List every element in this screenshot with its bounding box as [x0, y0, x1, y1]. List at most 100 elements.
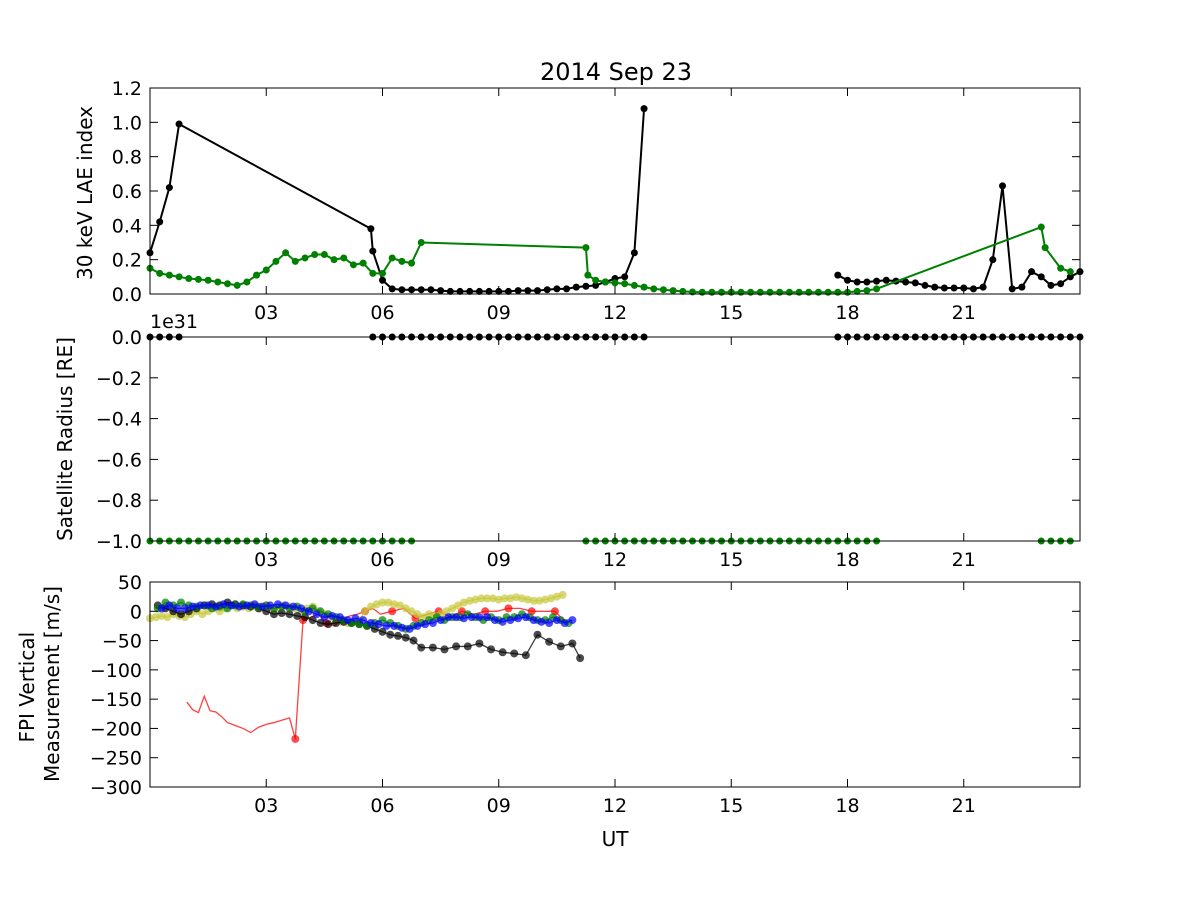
plot-frame-top — [149, 87, 1081, 295]
x-tick-label-bottom: 09 — [487, 795, 511, 817]
lae-point — [630, 281, 638, 289]
lae-point — [921, 281, 929, 289]
y-tick-label-bottom: −100 — [90, 660, 142, 682]
lae-point — [369, 269, 377, 277]
fpi-point — [477, 594, 486, 603]
fpi-point — [521, 613, 530, 622]
lae-point — [446, 287, 454, 295]
fpi-point — [173, 604, 182, 613]
lae-point — [611, 279, 619, 287]
lae-point — [640, 283, 648, 291]
lae-point — [369, 247, 377, 255]
lae-point — [485, 287, 493, 295]
ylabel-bottom: FPI Vertical Measurement [m/s] — [15, 586, 64, 782]
fpi-point — [498, 617, 507, 626]
fpi-point — [413, 621, 422, 630]
y-tick-label-middle: −1.0 — [96, 531, 142, 553]
y-tick-label-bottom: −300 — [90, 777, 142, 799]
fpi-point — [537, 617, 546, 626]
lae-point — [969, 285, 977, 293]
fpi-point — [304, 607, 313, 616]
fpi-point — [483, 613, 492, 622]
lae-point — [582, 282, 590, 290]
fpi-point — [324, 620, 333, 629]
lae-point — [863, 278, 871, 286]
fpi-point — [378, 598, 387, 607]
ylabel-middle: Satellite Radius [RE] — [53, 337, 77, 541]
fpi-point — [421, 620, 430, 629]
fpi-point — [328, 611, 337, 620]
lae-point — [224, 280, 231, 288]
fpi-point — [576, 654, 585, 663]
lae-point — [563, 285, 571, 293]
panel-fpi-vertical: −300 −250 −200 −150 −100 −50 0 50 03 06 09 12 15 18 21… — [15, 572, 1081, 817]
fpi-point — [506, 616, 515, 625]
y-tick-label-middle: −0.2 — [96, 368, 142, 390]
x-tick-label-middle: 12 — [603, 549, 627, 571]
fpi-point — [359, 616, 368, 625]
lae-point — [572, 283, 580, 291]
x-tick-label-bottom: 03 — [254, 795, 278, 817]
fpi-point — [386, 630, 395, 639]
fpi-point — [366, 619, 375, 627]
lae-point — [873, 285, 881, 293]
lae-point — [756, 288, 764, 296]
lae-point — [417, 286, 425, 294]
y-tick-label-bottom: 50 — [118, 572, 142, 594]
lae-point — [940, 284, 948, 292]
fpi-point — [452, 613, 461, 622]
fpi-point — [444, 613, 453, 622]
lae-point — [737, 288, 745, 296]
fpi-point — [285, 610, 294, 619]
lae-point — [1028, 268, 1036, 276]
lae-point — [989, 256, 997, 264]
lae-point — [282, 249, 290, 257]
fpi-point — [277, 609, 286, 618]
ylabel-bottom-line-1: FPI Vertical — [15, 632, 39, 743]
lae-point — [640, 105, 648, 113]
lae-point — [979, 283, 987, 291]
fpi-point — [266, 601, 275, 610]
lae-point — [863, 287, 871, 295]
offset-text-middle: 1e31 — [150, 311, 198, 333]
lae-point — [1047, 281, 1055, 289]
lae-point — [824, 288, 832, 296]
fpi-point — [361, 607, 370, 616]
fpi-point — [291, 734, 300, 743]
lae-point — [1066, 268, 1074, 276]
fpi-point — [180, 604, 189, 613]
lae-point — [669, 287, 677, 295]
lae-point — [621, 280, 629, 288]
lae-point — [320, 251, 328, 259]
lae-point — [1008, 285, 1016, 293]
figure-title: 2014 Sep 23 — [540, 58, 692, 86]
lae-point — [911, 279, 919, 287]
y-tick-label-bottom: −250 — [90, 748, 142, 770]
lae-point — [514, 287, 522, 295]
fpi-point — [405, 624, 414, 633]
fpi-point — [510, 649, 519, 658]
lae-point — [882, 276, 890, 284]
lae-point — [795, 288, 803, 296]
fpi-point — [351, 614, 360, 623]
y-tick-label-top: 0.6 — [112, 181, 142, 203]
lae-point — [165, 271, 173, 279]
y-tick-label-middle: −0.4 — [96, 409, 142, 431]
fpi-point — [388, 607, 397, 616]
lae-point — [592, 281, 600, 289]
fpi-point — [521, 651, 530, 660]
fpi-point — [204, 601, 213, 610]
y-tick-label-top: 1.2 — [112, 78, 142, 100]
fpi-point — [409, 636, 418, 645]
lae-point — [475, 287, 483, 295]
lae-point — [437, 287, 445, 295]
fpi-point — [533, 630, 542, 639]
x-tick-label-top: 21 — [952, 302, 976, 324]
fpi-point — [401, 633, 410, 642]
fpi-point — [417, 643, 426, 652]
lae-point — [814, 288, 822, 296]
fpi-point — [293, 611, 302, 620]
lae-point — [553, 285, 561, 293]
lae-point — [156, 269, 164, 277]
fpi-point — [177, 598, 185, 607]
